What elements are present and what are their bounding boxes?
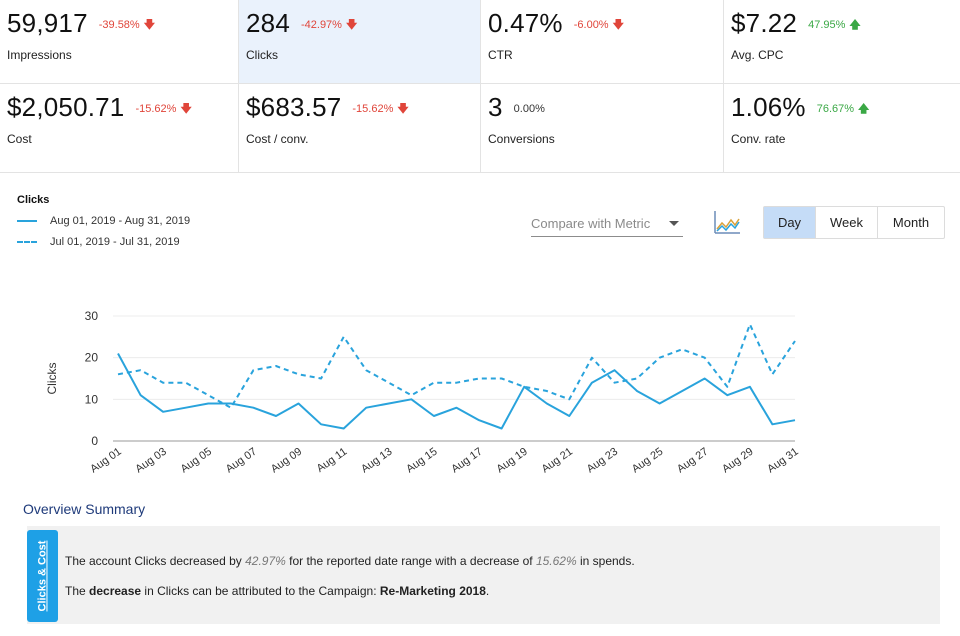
kpi-label: Conv. rate — [731, 132, 786, 146]
kpi-label: Conversions — [488, 132, 555, 146]
kpi-impressions[interactable]: 59,917 -39.58% 🡇 Impressions — [0, 0, 239, 84]
kpi-change: 47.95% 🡅 — [808, 16, 861, 35]
kpi-conversions[interactable]: 3 0.00% Conversions — [481, 84, 724, 173]
compare-placeholder: Compare with Metric — [531, 216, 651, 231]
kpi-value: 1.06% — [731, 92, 806, 122]
compare-metric-select[interactable]: Compare with Metric — [531, 211, 683, 237]
arrow-up-icon: 🡅 — [858, 103, 870, 115]
overview-summary-title: Overview Summary — [23, 501, 146, 517]
kpi-value: 3 — [488, 92, 503, 122]
kpi-grid: 59,917 -39.58% 🡇 Impressions 284 -42.97% 🡇 C… — [0, 0, 960, 173]
kpi-label: CTR — [488, 48, 513, 62]
legend-label: Jul 01, 2019 - Jul 31, 2019 — [50, 236, 180, 248]
y-tick-label: 20 — [85, 351, 99, 365]
kpi-change: -39.58% 🡇 — [99, 16, 155, 35]
solid-line-swatch — [17, 220, 37, 222]
x-tick-label: Aug 11 — [315, 446, 350, 475]
kpi-change: -15.62% 🡇 — [352, 100, 408, 119]
chart-legend: Clicks Aug 01, 2019 - Aug 31, 2019 Jul 0… — [17, 194, 190, 248]
kpi-value: $2,050.71 — [7, 92, 125, 122]
kpi-change: 0.00% — [513, 103, 545, 115]
period-month-button[interactable]: Month — [892, 215, 930, 230]
y-tick-label: 30 — [85, 309, 99, 323]
arrow-down-icon: 🡇 — [180, 103, 192, 115]
x-tick-label: Aug 09 — [269, 446, 304, 476]
x-tick-label: Aug 17 — [449, 446, 484, 476]
x-tick-label: Aug 03 — [133, 446, 168, 476]
x-tick-label: Aug 13 — [359, 446, 394, 476]
kpi-change: 76.67% 🡅 — [817, 100, 870, 119]
dashed-line-swatch — [17, 241, 37, 243]
tab-label: Clicks & Cost — [36, 540, 49, 612]
y-tick-label: 10 — [85, 392, 99, 406]
kpi-avg-cpc[interactable]: $7.22 47.95% 🡅 Avg. CPC — [724, 0, 960, 84]
kpi-label: Clicks — [246, 48, 278, 62]
period-day-button[interactable]: Day — [764, 207, 816, 238]
series-line-current — [117, 353, 796, 430]
period-week-button[interactable]: Week — [816, 207, 878, 238]
kpi-conv-rate[interactable]: 1.06% 76.67% 🡅 Conv. rate — [724, 84, 960, 173]
period-toggle: Day Week Month — [763, 206, 945, 239]
arrow-down-icon: 🡇 — [397, 103, 409, 115]
kpi-cost[interactable]: $2,050.71 -15.62% 🡇 Cost — [0, 84, 239, 173]
kpi-value: 0.47% — [488, 8, 563, 38]
arrow-up-icon: 🡅 — [849, 19, 861, 31]
clicks-cost-tab[interactable]: Clicks & Cost — [27, 530, 58, 622]
x-tick-label: Aug 01 — [88, 446, 123, 476]
legend-label: Aug 01, 2019 - Aug 31, 2019 — [50, 215, 191, 227]
kpi-value: 284 — [246, 8, 290, 38]
kpi-label: Cost — [7, 132, 32, 146]
kpi-change: -42.97% 🡇 — [301, 16, 357, 35]
kpi-label: Avg. CPC — [731, 48, 784, 62]
legend-item-current[interactable]: Aug 01, 2019 - Aug 31, 2019 — [17, 215, 190, 227]
y-axis-label: Clicks — [45, 363, 59, 395]
kpi-value: 59,917 — [7, 8, 88, 38]
x-tick-label: Aug 21 — [540, 446, 575, 476]
kpi-label: Cost / conv. — [246, 132, 309, 146]
legend-item-previous[interactable]: Jul 01, 2019 - Jul 31, 2019 — [17, 236, 190, 248]
x-tick-label: Aug 27 — [675, 446, 710, 476]
arrow-down-icon: 🡇 — [143, 19, 156, 31]
clicks-line-chart: 0 10 20 30 Clicks Aug 01 Aug 03 Aug 05 Aug 07 Aug… — [45, 309, 801, 476]
x-tick-label: Aug 29 — [720, 446, 755, 476]
arrow-down-icon: 🡇 — [345, 19, 358, 31]
x-tick-label: Aug 05 — [179, 446, 214, 476]
legend-metric: Clicks — [17, 194, 50, 206]
summary-line-1: The account Clicks decreased by 42.97% f… — [65, 554, 635, 568]
kpi-value: $7.22 — [731, 8, 798, 38]
line-chart-icon[interactable] — [713, 209, 741, 235]
x-tick-label: Aug 07 — [224, 446, 259, 476]
kpi-ctr[interactable]: 0.47% -6.00% 🡇 CTR — [481, 0, 724, 84]
arrow-down-icon: 🡇 — [612, 19, 624, 31]
x-tick-label: Aug 19 — [494, 446, 529, 476]
kpi-label: Impressions — [7, 48, 72, 62]
kpi-change: -15.62% 🡇 — [135, 100, 191, 119]
x-tick-label: Aug 25 — [630, 446, 665, 476]
x-tick-label: Aug 23 — [585, 446, 620, 476]
y-tick-label: 0 — [91, 434, 98, 448]
x-tick-label: Aug 31 — [765, 446, 800, 476]
series-line-previous — [117, 323, 796, 409]
kpi-clicks[interactable]: 284 -42.97% 🡇 Clicks — [239, 0, 481, 84]
overview-summary-box: Clicks & Cost The account Clicks decreas… — [27, 526, 940, 624]
summary-line-2: The decrease in Clicks can be attributed… — [65, 584, 490, 598]
kpi-cost-per-conv[interactable]: $683.57 -15.62% 🡇 Cost / conv. — [239, 84, 481, 173]
kpi-value: $683.57 — [246, 92, 342, 122]
chevron-down-icon — [669, 221, 679, 226]
kpi-change: -6.00% 🡇 — [574, 16, 624, 35]
x-tick-label: Aug 15 — [404, 446, 439, 476]
